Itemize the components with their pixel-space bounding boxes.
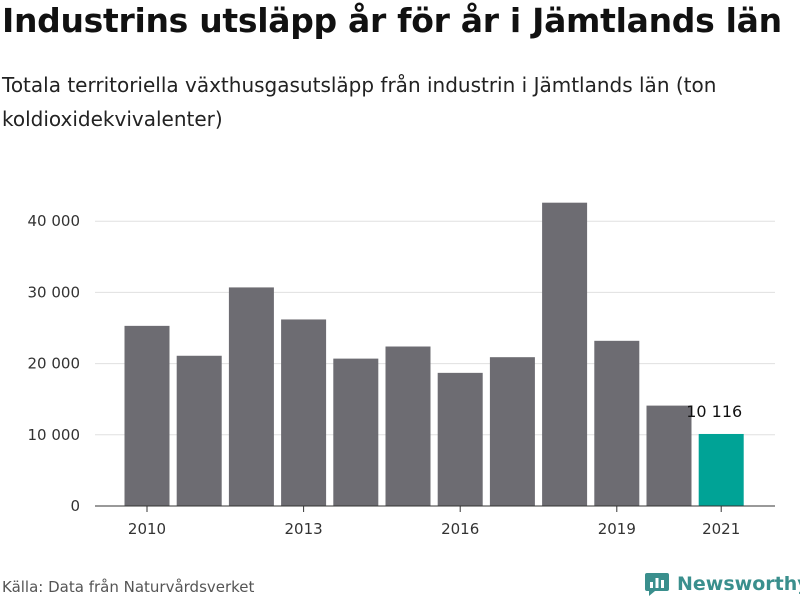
bar-chart: 0 10 000 20 000 30 000 40 000 10 116 2010 2013 2… — [28, 202, 775, 538]
y-tick-label: 20 000 — [28, 355, 81, 373]
chart-subtitle: Totala territoriella växthusgasutsläpp f… — [2, 73, 717, 131]
bar — [489, 357, 535, 506]
y-tick-label: 0 — [70, 497, 80, 515]
bar-highlight — [698, 433, 744, 506]
x-tick-label: 2021 — [702, 520, 740, 538]
bar — [646, 405, 692, 506]
brand-logo: Newsworthy — [644, 568, 800, 600]
bar — [542, 202, 588, 507]
bar — [228, 287, 274, 506]
y-tick-label: 30 000 — [28, 283, 81, 301]
x-tick-label: 2019 — [598, 520, 636, 538]
x-tick-label: 2010 — [128, 520, 166, 538]
bar — [176, 355, 222, 506]
bar-data-label: 10 116 — [686, 402, 742, 421]
source-note: Källa: Data från Naturvårdsverket — [2, 578, 255, 596]
y-tick-label: 40 000 — [28, 212, 81, 230]
brand-name: Newsworthy — [677, 573, 800, 595]
bar — [385, 346, 431, 506]
y-tick-label: 10 000 — [28, 426, 81, 444]
bar — [124, 325, 170, 506]
chart-title: Industrins utsläpp år för år i Jämtlands… — [2, 1, 782, 40]
newsworthy-logo-icon — [645, 573, 669, 596]
bar — [281, 319, 327, 506]
x-tick-label: 2016 — [441, 520, 479, 538]
x-tick-label: 2013 — [285, 520, 323, 538]
bar — [333, 358, 379, 506]
bar — [594, 340, 640, 506]
bar — [437, 372, 483, 506]
